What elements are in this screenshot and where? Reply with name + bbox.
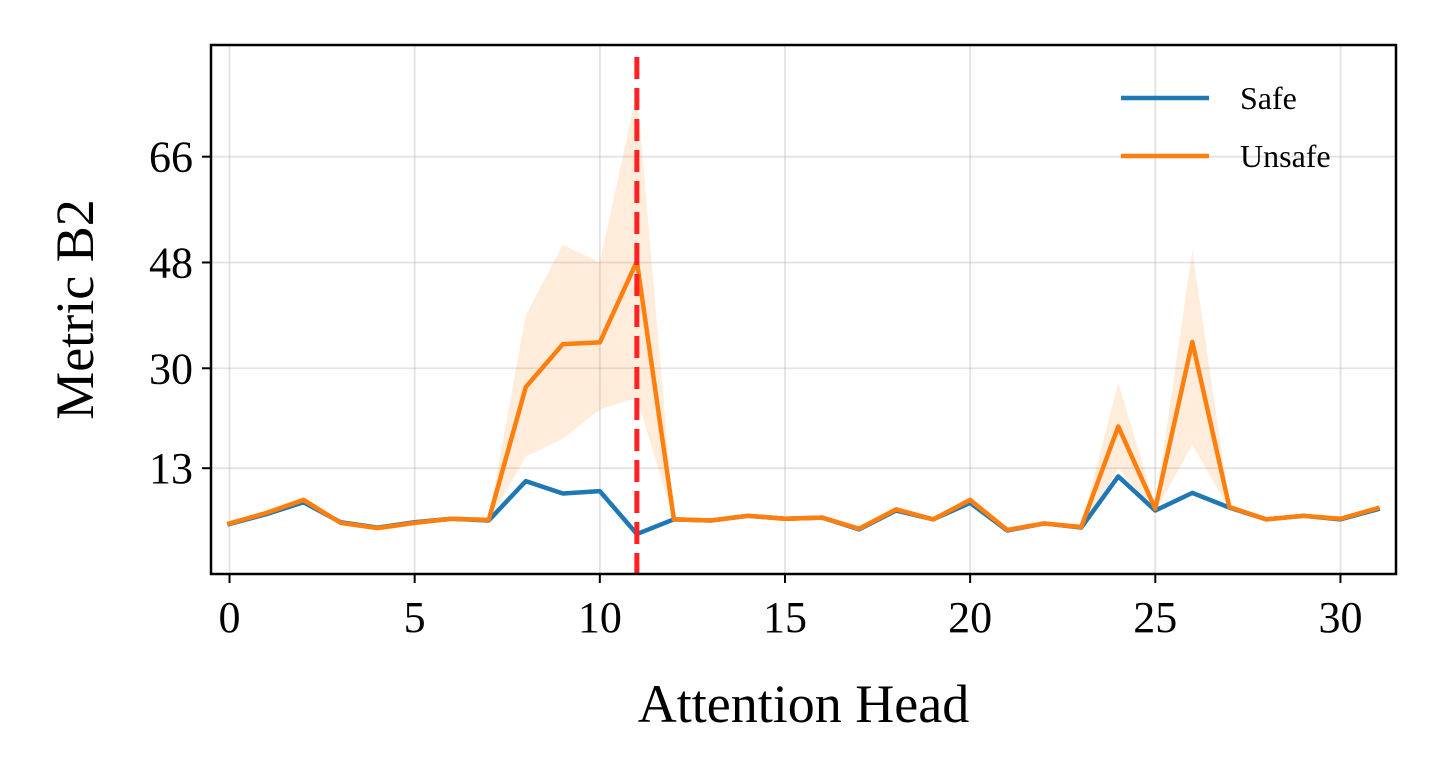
y-axis-label: Metric B2 — [45, 199, 105, 419]
axis-ticks: 0 5 10 15 20 25 30 13 30 48 66 — [149, 133, 1362, 642]
x-tick-label: 30 — [1318, 593, 1362, 642]
y-tick-label: 30 — [149, 344, 193, 393]
legend-label-safe: Safe — [1240, 80, 1297, 116]
x-axis-label: Attention Head — [638, 674, 969, 734]
x-tick-label: 25 — [1133, 593, 1177, 642]
x-tick-label: 5 — [404, 593, 426, 642]
y-tick-label: 66 — [149, 133, 193, 182]
x-tick-label: 15 — [763, 593, 807, 642]
series-line-unsafe — [226, 259, 1381, 533]
legend-label-unsafe: Unsafe — [1240, 138, 1331, 174]
y-tick-label: 13 — [149, 444, 193, 493]
x-tick-label: 0 — [219, 593, 241, 642]
x-tick-label: 20 — [948, 593, 992, 642]
legend: Safe Unsafe — [1121, 80, 1331, 174]
plot-frame — [209, 43, 1398, 576]
series-lines — [226, 259, 1381, 537]
x-tick-label: 10 — [578, 593, 622, 642]
grid-lines — [211, 45, 1396, 574]
y-tick-label: 48 — [149, 238, 193, 287]
